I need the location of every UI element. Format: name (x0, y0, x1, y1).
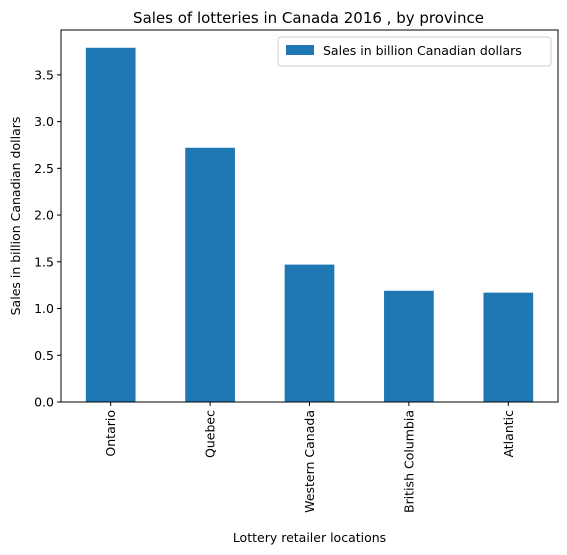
legend-label: Sales in billion Canadian dollars (323, 43, 522, 58)
y-axis-label: Sales in billion Canadian dollars (8, 117, 23, 316)
y-axis: 0.0 0.5 1.0 1.5 2.0 2.5 3.0 3.5 (34, 67, 61, 410)
y-tick-label: 3.5 (34, 67, 54, 82)
bar-western-canada (284, 264, 335, 402)
legend-swatch (286, 45, 314, 55)
bar-atlantic (483, 292, 534, 402)
x-tick-label: Ontario (103, 410, 118, 457)
y-tick-label: 0.0 (34, 395, 54, 410)
x-tick-label: Western Canada (302, 410, 317, 513)
bar-quebec (185, 147, 235, 402)
x-tick-label: Quebec (203, 410, 218, 458)
y-tick-label: 2.5 (34, 161, 54, 176)
y-tick-label: 0.5 (34, 348, 54, 363)
plot-frame (60, 29, 559, 403)
bar-ontario (85, 47, 136, 402)
y-tick-label: 1.0 (34, 301, 54, 316)
bar-british-columbia (384, 290, 434, 402)
y-tick-label: 2.0 (34, 208, 54, 223)
legend-frame (277, 36, 552, 67)
x-axis: Ontario Quebec Western Canada British Colum… (103, 402, 516, 513)
bars-group (85, 47, 534, 402)
y-tick-label: 3.0 (34, 114, 54, 129)
x-axis-label: Lottery retailer locations (233, 530, 386, 545)
x-tick-label: Atlantic (501, 410, 516, 458)
x-tick-label: British Columbia (401, 410, 416, 513)
legend: Sales in billion Canadian dollars (277, 36, 552, 67)
y-tick-label: 1.5 (34, 254, 54, 269)
chart-title: Sales of lotteries in Canada 2016 , by p… (133, 9, 484, 27)
